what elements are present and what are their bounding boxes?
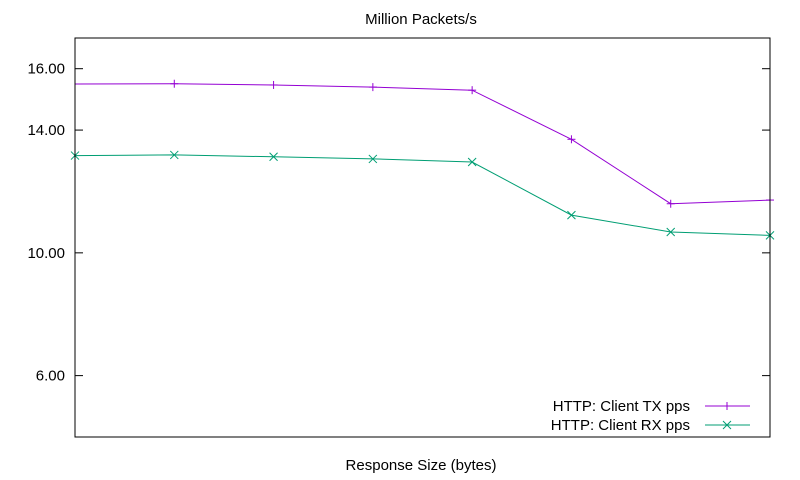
plot-frame (74, 37, 771, 438)
series-line-2 (74, 154, 771, 236)
chart-title: Million Packets/s (365, 11, 477, 28)
series-2-point (467, 157, 477, 167)
series-1-point (468, 86, 477, 95)
series-2-point (269, 152, 278, 162)
series-1-point (269, 80, 278, 89)
series-2-point (666, 227, 676, 237)
series-layer (70, 79, 775, 240)
series-1-point (170, 79, 179, 88)
x-axis-label: Response Size (bytes) (346, 457, 497, 474)
series-2-point (567, 210, 576, 220)
series-1-point (666, 199, 675, 208)
legend-label: HTTP: Client RX pps (551, 417, 690, 434)
series-1-point (567, 135, 576, 144)
legend-marker (723, 402, 731, 410)
legend-label: HTTP: Client TX pps (553, 398, 690, 415)
series-2-point (368, 154, 378, 164)
series-2-point (169, 150, 179, 160)
y-tick-label: 6.00 (36, 368, 65, 385)
y-axis: 16.00 14.00 10.00 6.00 (27, 61, 770, 385)
series-line-1 (74, 83, 771, 205)
series-1-point (368, 83, 377, 92)
legend-marker (722, 420, 732, 430)
legend: HTTP: Client TX pps HTTP: Client RX pps (551, 398, 750, 434)
y-tick-label: 16.00 (27, 61, 65, 78)
y-tick-label: 10.00 (27, 245, 65, 262)
y-tick-label: 14.00 (27, 122, 65, 139)
